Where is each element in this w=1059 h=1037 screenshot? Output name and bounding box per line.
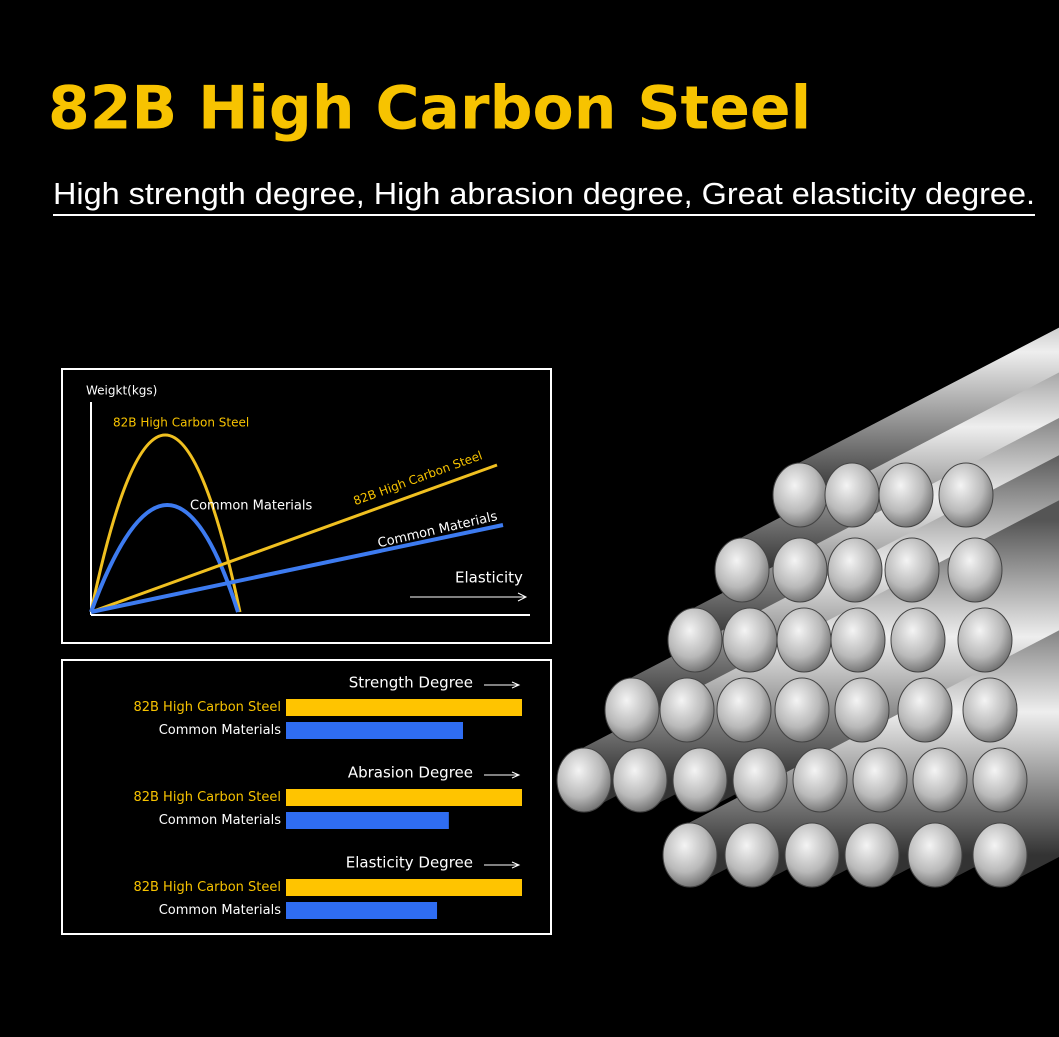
rod-face <box>662 822 718 888</box>
rod-face <box>724 822 780 888</box>
rod-face <box>938 462 994 528</box>
rod-face <box>604 677 660 743</box>
curve-label: 82B High Carbon Steel <box>113 416 249 430</box>
rod-face <box>830 607 886 673</box>
rod-face <box>732 747 788 813</box>
bar <box>286 699 522 716</box>
arrow-head <box>517 592 528 602</box>
common-curve <box>89 503 240 613</box>
rod-face <box>834 677 890 743</box>
rod-face <box>897 677 953 743</box>
steel-line <box>90 463 498 614</box>
x-axis-label: Elasticity <box>455 569 523 587</box>
rod-face <box>716 677 772 743</box>
group-title: Abrasion Degree <box>348 764 473 782</box>
curve-label: Common Materials <box>190 499 312 514</box>
rod-face <box>672 747 728 813</box>
bar <box>286 879 522 896</box>
rod-face <box>852 747 908 813</box>
rod-body <box>858 725 1059 881</box>
common-line <box>90 523 504 614</box>
steel-rods <box>556 327 1059 888</box>
series-label: 82B High Carbon Steel <box>133 880 281 895</box>
rod-face <box>824 462 880 528</box>
title: 82B High Carbon Steel <box>48 74 811 144</box>
series-label: Common Materials <box>159 813 281 828</box>
rod-body <box>921 757 1059 881</box>
rod-face <box>890 607 946 673</box>
steel-curve <box>89 433 242 613</box>
rod-face <box>714 537 770 603</box>
rod-face <box>556 747 612 813</box>
rod-face <box>907 822 963 888</box>
rod-face <box>844 822 900 888</box>
bar <box>286 722 463 739</box>
rod-face <box>947 537 1003 603</box>
arrow-head <box>511 771 521 779</box>
rod-face <box>972 822 1028 888</box>
rod-face <box>962 677 1018 743</box>
series-label: 82B High Carbon Steel <box>133 700 281 715</box>
rod-face <box>784 822 840 888</box>
y-axis-label: Weigkt(kgs) <box>86 384 157 398</box>
bar <box>286 789 522 806</box>
arrow-head <box>511 681 521 689</box>
series-label: Common Materials <box>159 903 281 918</box>
series-label: Common Materials <box>159 723 281 738</box>
rod-face <box>667 607 723 673</box>
line-panel: Weigkt(kgs) 82B High Carbon Steel Common… <box>61 368 552 644</box>
bar <box>286 812 449 829</box>
bar-panel: Strength Degree 82B High Carbon Steel Comm… <box>61 659 552 935</box>
bar <box>286 902 438 919</box>
rod-face <box>912 747 968 813</box>
rod-face <box>884 537 940 603</box>
rod-face <box>772 462 828 528</box>
rod-face <box>827 537 883 603</box>
arrow-head <box>511 861 521 869</box>
rod-face <box>612 747 668 813</box>
rod-face <box>772 537 828 603</box>
subtitle: High strength degree, High abrasion degr… <box>53 176 1035 211</box>
rod-face <box>776 607 832 673</box>
rod-face <box>722 607 778 673</box>
group-title: Strength Degree <box>349 674 473 692</box>
group-title: Elasticity Degree <box>346 854 473 872</box>
rod-face <box>878 462 934 528</box>
series-label: 82B High Carbon Steel <box>133 790 281 805</box>
rod-face <box>792 747 848 813</box>
rod-face <box>957 607 1013 673</box>
rod-face <box>774 677 830 743</box>
rod-face <box>972 747 1028 813</box>
rod-face <box>659 677 715 743</box>
